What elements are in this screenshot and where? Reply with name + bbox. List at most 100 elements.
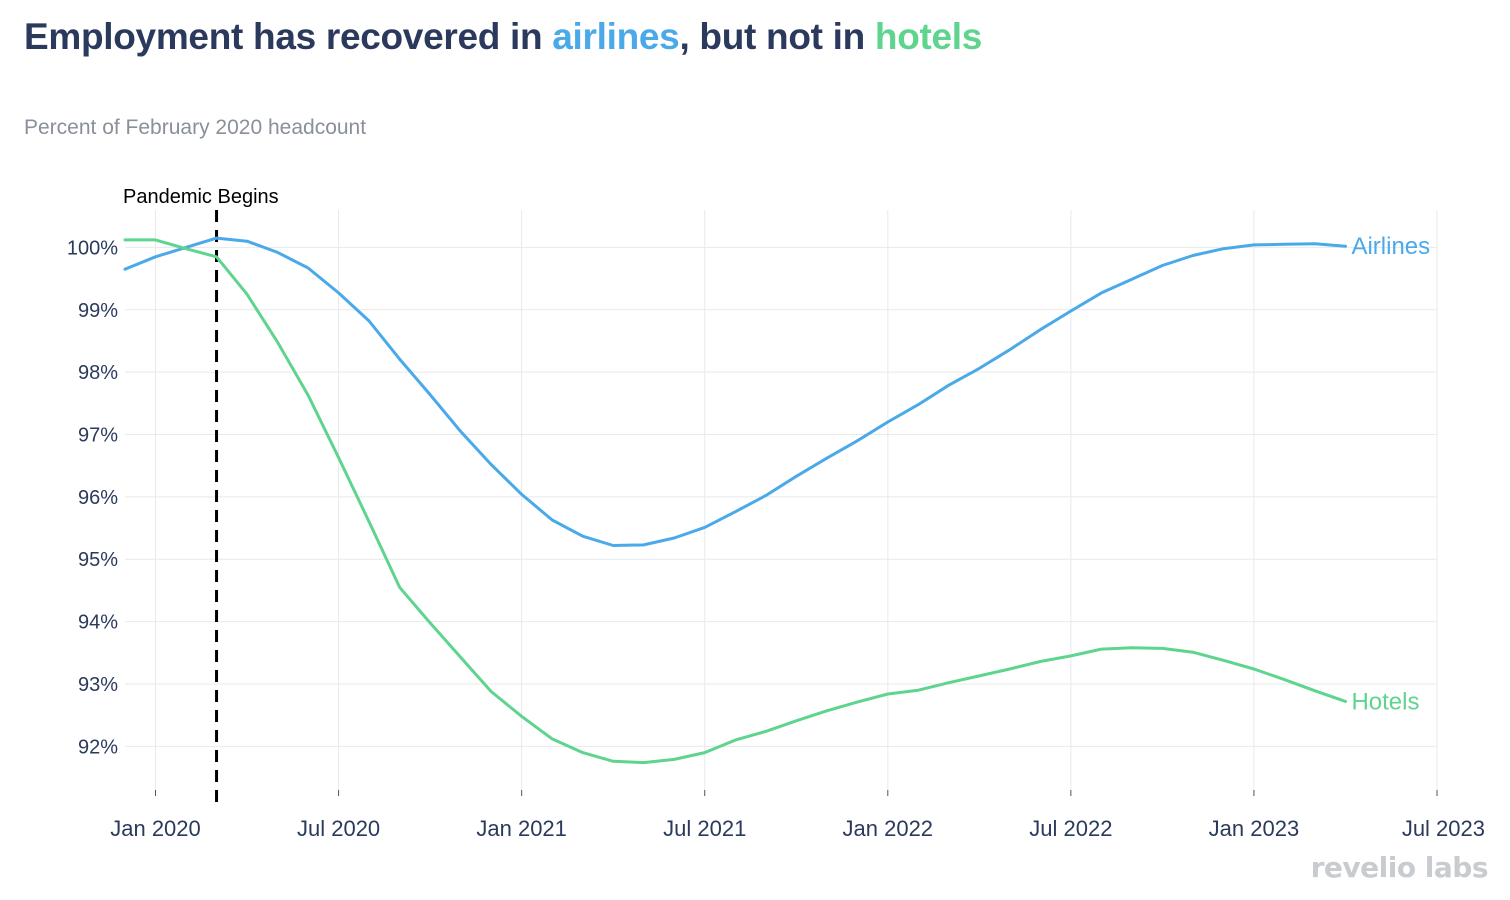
data-point-airlines <box>1008 348 1012 351</box>
data-point-hotels <box>703 751 706 754</box>
data-point-airlines <box>489 463 493 466</box>
series-end-labels: Airlines Hotels <box>1351 233 1430 715</box>
data-point-airlines <box>1222 247 1225 250</box>
data-point-hotels <box>367 520 371 524</box>
data-point-hotels <box>825 709 828 712</box>
y-tick-label: 98% <box>78 362 118 384</box>
data-point-airlines <box>734 510 737 514</box>
data-point-airlines <box>123 268 127 271</box>
data-point-airlines <box>581 534 584 538</box>
data-point-airlines <box>917 403 920 406</box>
data-point-hotels <box>795 719 798 722</box>
data-point-hotels <box>1283 678 1286 681</box>
data-point-hotels <box>611 760 615 763</box>
data-point-hotels <box>856 700 859 704</box>
data-point-hotels <box>337 456 340 459</box>
title-hotels-word: hotels <box>874 16 983 57</box>
data-point-airlines <box>886 420 889 424</box>
x-tick-label: Jan 2023 <box>1209 816 1300 841</box>
data-point-hotels <box>123 238 127 242</box>
y-tick-label: 94% <box>78 612 118 634</box>
data-point-airlines <box>154 255 157 258</box>
data-point-hotels <box>428 621 432 625</box>
data-point-hotels <box>154 238 157 242</box>
data-point-hotels <box>276 341 279 344</box>
data-point-hotels <box>734 738 737 742</box>
brand-logo: revelio labs <box>1310 851 1489 884</box>
data-point-hotels <box>917 689 920 692</box>
pandemic-marker: Pandemic Begins <box>123 186 279 810</box>
data-point-hotels <box>1344 700 1347 703</box>
y-tick-label: 95% <box>78 549 118 571</box>
series-label-airlines: Airlines <box>1351 233 1430 260</box>
x-tick-label: Jul 2022 <box>1029 816 1112 841</box>
data-point-hotels <box>1191 650 1195 654</box>
x-tick-label: Jan 2020 <box>110 816 201 841</box>
y-tick-label: 96% <box>78 487 118 509</box>
data-point-hotels <box>978 674 981 678</box>
grid-lines <box>125 210 1438 796</box>
data-point-airlines <box>337 291 340 295</box>
title-prefix: Employment has recovered in <box>24 16 553 57</box>
data-point-airlines <box>947 384 951 387</box>
data-point-hotels <box>550 737 554 741</box>
data-point-hotels <box>306 394 310 397</box>
data-point-airlines <box>856 439 859 442</box>
y-tick-label: 92% <box>78 736 118 758</box>
data-point-hotels <box>1222 659 1225 662</box>
data-point-airlines <box>642 543 645 547</box>
x-tick-label: Jan 2022 <box>843 816 934 841</box>
data-point-hotels <box>1069 654 1073 658</box>
data-point-hotels <box>215 255 218 258</box>
data-point-airlines <box>795 475 798 478</box>
x-tick-label: Jul 2020 <box>297 816 380 841</box>
y-tick-label: 93% <box>78 674 118 696</box>
series-lines <box>123 236 1347 765</box>
data-point-airlines <box>1161 264 1164 267</box>
data-point-airlines <box>673 536 676 540</box>
data-point-hotels <box>398 586 401 589</box>
data-point-hotels <box>1039 660 1042 663</box>
data-point-hotels <box>947 681 951 684</box>
data-point-airlines <box>611 544 615 547</box>
data-point-hotels <box>245 292 249 296</box>
title-airlines-word: airlines <box>552 16 680 57</box>
data-point-airlines <box>1252 243 1256 247</box>
data-point-airlines <box>1039 328 1042 331</box>
data-point-airlines <box>1191 254 1195 257</box>
chart-title: Employment has recovered in airlines, bu… <box>24 16 982 58</box>
data-point-airlines <box>825 457 828 460</box>
data-point-airlines <box>1130 278 1134 281</box>
data-point-airlines <box>367 319 371 323</box>
data-point-hotels <box>886 692 889 696</box>
data-point-airlines <box>459 430 462 433</box>
data-point-airlines <box>1100 291 1103 295</box>
data-point-airlines <box>764 494 767 497</box>
data-point-airlines <box>703 526 706 529</box>
data-point-airlines <box>1344 244 1347 248</box>
pandemic-marker-label: Pandemic Begins <box>123 186 279 208</box>
chart-subtitle: Percent of February 2020 headcount <box>24 116 367 139</box>
data-point-hotels <box>459 655 462 659</box>
data-point-airlines <box>978 367 981 370</box>
data-point-airlines <box>1283 243 1286 246</box>
series-label-hotels: Hotels <box>1351 688 1419 715</box>
x-tick-label: Jan 2021 <box>476 816 567 841</box>
data-point-airlines <box>276 251 279 254</box>
y-tick-label: 100% <box>67 237 118 259</box>
data-point-hotels <box>1313 689 1317 693</box>
data-point-airlines <box>428 393 432 396</box>
data-point-hotels <box>1252 667 1256 671</box>
axis-labels: 92% 93% 94% 95% 96% 97% 98% 99% 100% Jan 2020 Jul … <box>67 237 1485 841</box>
data-point-hotels <box>673 758 676 761</box>
data-point-airlines <box>215 236 218 240</box>
data-point-hotels <box>184 247 188 250</box>
data-point-airlines <box>1069 309 1073 313</box>
data-point-hotels <box>642 761 645 764</box>
data-point-airlines <box>306 266 310 270</box>
data-point-hotels <box>489 690 493 693</box>
data-point-airlines <box>520 493 523 496</box>
data-point-hotels <box>1130 646 1134 650</box>
y-tick-label: 99% <box>78 300 118 322</box>
data-point-hotels <box>764 730 767 733</box>
